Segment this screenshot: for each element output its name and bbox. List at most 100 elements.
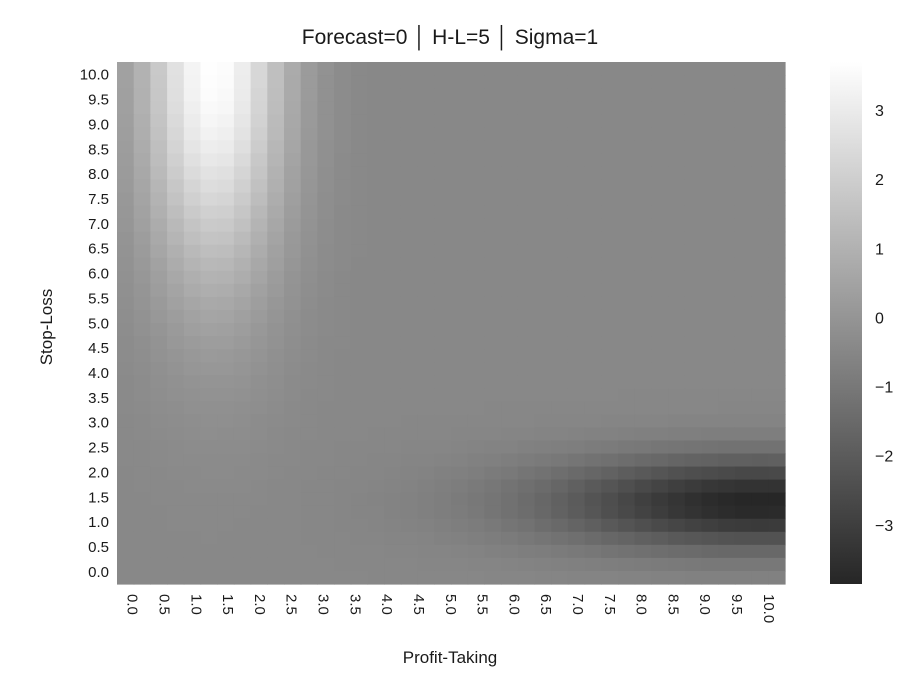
heatmap-cell (517, 270, 536, 285)
heatmap-cell (167, 270, 185, 285)
heatmap-cell (668, 362, 686, 376)
heatmap-cell (250, 75, 268, 89)
heatmap-cell (150, 362, 168, 376)
heatmap-cell (651, 557, 669, 572)
heatmap-cell (567, 557, 586, 572)
heatmap-cell (334, 231, 352, 246)
heatmap-cell (668, 401, 686, 415)
heatmap-cell (584, 88, 602, 102)
x-tick-label: 10.0 (760, 594, 777, 623)
heatmap-cell (267, 336, 285, 350)
heatmap-cell (317, 531, 335, 546)
heatmap-cell (634, 114, 652, 128)
heatmap-cell (367, 231, 385, 246)
heatmap-cell (284, 375, 302, 389)
heatmap-cell (150, 75, 168, 89)
heatmap-cell (200, 544, 218, 559)
heatmap-cell (651, 440, 669, 455)
heatmap-cell (284, 336, 302, 350)
heatmap-cell (400, 414, 419, 428)
heatmap-cell (584, 166, 602, 181)
heatmap-cell (217, 257, 235, 272)
heatmap-cell (517, 296, 536, 311)
heatmap-cell (451, 388, 469, 402)
heatmap-cell (150, 518, 168, 533)
heatmap-cell (300, 557, 318, 572)
heatmap-cell (701, 531, 719, 546)
heatmap-cell (150, 427, 168, 442)
heatmap-cell (517, 414, 536, 428)
heatmap-cell (467, 179, 485, 194)
heatmap-cell (551, 257, 569, 272)
heatmap-cell (350, 296, 369, 311)
heatmap-cell (367, 362, 385, 376)
heatmap-cell (217, 440, 235, 455)
heatmap-cell (584, 349, 602, 363)
heatmap-cell (751, 114, 769, 128)
heatmap-cell (634, 453, 652, 468)
heatmap-cell (517, 544, 536, 559)
heatmap-cell (567, 388, 586, 402)
heatmap-cell (484, 62, 502, 76)
heatmap-cell (400, 323, 419, 337)
heatmap-cell (217, 192, 235, 207)
heatmap-cell (501, 479, 519, 494)
heatmap-cell (233, 257, 252, 272)
heatmap-cell (400, 427, 419, 442)
heatmap-cell (167, 257, 185, 272)
heatmap-cell (284, 205, 302, 220)
heatmap-cell (601, 570, 619, 585)
heatmap-cell (217, 166, 235, 181)
heatmap-cell (501, 518, 519, 533)
heatmap-cell (167, 309, 185, 324)
heatmap-cell (551, 362, 569, 376)
heatmap-cell (634, 323, 652, 337)
heatmap-cell (217, 231, 235, 246)
heatmap-cell (233, 296, 252, 311)
heatmap-cell (501, 205, 519, 220)
heatmap-cell (334, 166, 352, 181)
heatmap-cell (701, 205, 719, 220)
heatmap-cell (584, 296, 602, 311)
heatmap-cell (167, 166, 185, 181)
colorbar-tick-label: 0 (875, 310, 884, 327)
heatmap-cell (317, 62, 335, 76)
heatmap-cell (584, 231, 602, 246)
heatmap-cell (434, 349, 452, 363)
heatmap-cell (284, 140, 302, 154)
heatmap-cell (584, 427, 602, 442)
heatmap-cell (300, 466, 318, 481)
heatmap-cell (451, 218, 469, 233)
heatmap-cell (133, 75, 151, 89)
heatmap-cell (350, 479, 369, 494)
heatmap-cell (634, 557, 652, 572)
heatmap-cell (618, 62, 636, 76)
heatmap-cell (417, 309, 435, 324)
heatmap-cell (350, 362, 369, 376)
heatmap-cell (467, 401, 485, 415)
heatmap-cell (517, 62, 536, 76)
heatmap-cell (517, 166, 536, 181)
x-tick-label: 9.0 (696, 594, 713, 615)
heatmap-cell (384, 153, 402, 167)
heatmap-cell (167, 101, 185, 115)
heatmap-cell (200, 492, 218, 507)
heatmap-cell (317, 153, 335, 167)
heatmap-cell (133, 309, 151, 324)
heatmap-cell (751, 244, 769, 259)
heatmap-cell (133, 88, 151, 102)
heatmap-cell (701, 231, 719, 246)
heatmap-cell (250, 544, 268, 559)
heatmap-cell (534, 440, 552, 455)
heatmap-cell (133, 283, 151, 298)
heatmap-cell (501, 218, 519, 233)
heatmap-cell (384, 388, 402, 402)
heatmap-cell (367, 192, 385, 207)
heatmap-cell (551, 349, 569, 363)
heatmap-cell (284, 544, 302, 559)
heatmap-cell (501, 75, 519, 89)
heatmap-cell (618, 218, 636, 233)
heatmap-cell (584, 62, 602, 76)
heatmap-cell (517, 114, 536, 128)
heatmap-cell (734, 401, 753, 415)
